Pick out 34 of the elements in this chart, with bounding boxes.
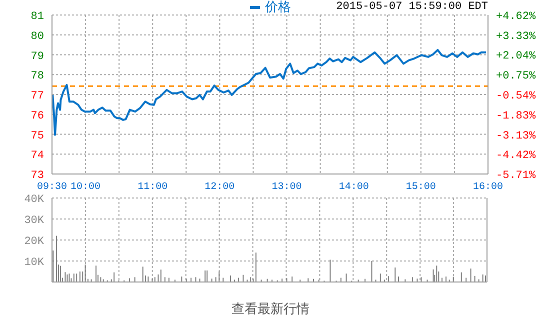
y-tick-label: 20K (24, 236, 44, 248)
x-tick-label: 13:00 (272, 182, 302, 194)
y-tick-label: 77 (30, 90, 44, 102)
y-tick-label: 40K (24, 194, 44, 206)
x-tick-label: 14:00 (338, 182, 369, 194)
y-tick-label: 74 (30, 150, 44, 162)
y2-tick-label: -3.13% (496, 130, 536, 142)
y-tick-label: 76 (30, 110, 44, 122)
y-tick-label: 81 (30, 11, 44, 23)
text: 查看最新行情 (230, 301, 310, 318)
y2-tick-label: +2.04% (496, 50, 536, 63)
legend-label: 价格 (265, 0, 291, 16)
y2-tick-label: -5.71% (496, 170, 536, 182)
x-tick-label: 16:00 (472, 182, 504, 194)
y-tick-label: 80 (30, 30, 44, 43)
y-tick-label: 75 (30, 130, 44, 142)
y2-tick-label: +3.33% (496, 30, 536, 43)
y2-tick-label: -4.42% (496, 150, 536, 162)
y-tick-label: 10K (24, 256, 44, 269)
x-tick-label: 15:00 (406, 182, 436, 194)
x-tick-label: 12:00 (204, 182, 235, 194)
text: 2015-05-07 15:59:00 EDT (336, 1, 488, 13)
y-tick-label: 73 (30, 170, 44, 182)
x-tick-label: 10:00 (70, 182, 101, 194)
y2-tick-label: +4.62% (496, 11, 536, 23)
x-tick-label: 09:30 (36, 182, 68, 194)
x-tick-label: 11:00 (138, 182, 168, 194)
y-tick-label: 78 (30, 70, 44, 83)
y2-tick-label: +0.75% (496, 70, 536, 83)
line-series (52, 48, 487, 136)
y2-tick-label: -1.83% (496, 110, 536, 122)
y2-tick-label: -0.54% (496, 90, 536, 102)
y-tick-label: 79 (30, 50, 44, 63)
y-tick-label: 30K (24, 214, 44, 227)
